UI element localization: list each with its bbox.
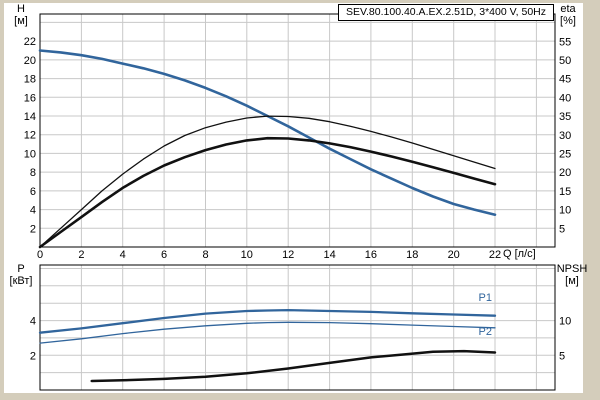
x-axis-tick-label: 18 xyxy=(406,249,418,261)
right-axis-tick-label: 55 xyxy=(559,36,571,48)
power-npsh-plot-border xyxy=(39,264,556,391)
x-axis-tick-label: 0 xyxy=(37,249,43,261)
x-axis-tick-label: 16 xyxy=(365,249,377,261)
power-axis-unit-label: P [кВт] xyxy=(4,263,38,287)
x-axis-tick-label: 6 xyxy=(161,249,167,261)
h-axis-unit-label: H [м] xyxy=(6,3,36,27)
x-axis-tick-label: 4 xyxy=(120,249,126,261)
left-axis-tick-label: 18 xyxy=(24,74,36,86)
left-axis-tick-label: 2 xyxy=(30,350,36,362)
left-axis-tick-label: 20 xyxy=(24,55,36,67)
left-axis-tick-label: 4 xyxy=(30,205,36,217)
eta-axis-unit-label: eta [%] xyxy=(552,3,584,27)
npsh-axis-unit: [м] xyxy=(565,275,579,287)
left-axis-tick-label: 10 xyxy=(24,148,36,160)
npsh-axis-unit-label: NPSH [м] xyxy=(550,263,594,287)
left-axis-tick-label: 22 xyxy=(24,36,36,48)
left-axis-tick-label: 16 xyxy=(24,92,36,104)
curve-label-P2: P2 xyxy=(479,326,492,338)
eta-axis-unit: [%] xyxy=(560,15,576,27)
x-axis-tick-label: 12 xyxy=(282,249,294,261)
left-axis-tick-label: 2 xyxy=(30,223,36,235)
q-axis-label: Q [л/с] xyxy=(503,248,536,260)
x-axis-tick-label: 14 xyxy=(323,249,335,261)
curve-eta-thick xyxy=(38,136,497,249)
left-axis-tick-label: 12 xyxy=(24,130,36,142)
left-axis-tick-label: 14 xyxy=(24,111,36,123)
right-axis-tick-label: 10 xyxy=(559,205,571,217)
left-axis-tick-label: 6 xyxy=(30,186,36,198)
right-axis-tick-label: 15 xyxy=(559,186,571,198)
right-axis-tick-label: 5 xyxy=(559,350,565,362)
left-axis-tick-label: 4 xyxy=(30,316,36,328)
h-axis-unit: [м] xyxy=(14,15,28,27)
x-axis-tick-label: 2 xyxy=(78,249,84,261)
x-axis-tick-label: 10 xyxy=(241,249,253,261)
pump-model-title: SEV.80.100.40.A.EX.2.51D, 3*400 V, 50Hz xyxy=(338,4,554,21)
right-axis-tick-label: 45 xyxy=(559,74,571,86)
right-axis-tick-label: 35 xyxy=(559,111,571,123)
power-axis-unit: [кВт] xyxy=(9,275,33,287)
right-axis-tick-label: 10 xyxy=(559,316,571,328)
x-axis-tick-label: 8 xyxy=(202,249,208,261)
npsh-axis-symbol: NPSH xyxy=(556,263,588,275)
h-axis-symbol: H xyxy=(17,3,25,15)
eta-axis-symbol: eta xyxy=(560,3,576,15)
right-axis-tick-label: 25 xyxy=(559,149,571,161)
x-axis-tick-label: 20 xyxy=(448,249,460,261)
right-axis-tick-label: 20 xyxy=(559,167,571,179)
curve-P2 xyxy=(39,321,496,344)
curve-NPSH xyxy=(90,349,497,383)
x-axis-tick-label: 22 xyxy=(489,249,501,261)
curve-label-P1: P1 xyxy=(479,292,492,304)
right-axis-tick-label: 50 xyxy=(559,55,571,67)
right-axis-tick-label: 5 xyxy=(559,223,565,235)
curve-eta-thin xyxy=(39,115,496,248)
power-axis-symbol: P xyxy=(17,263,25,275)
head-efficiency-plot-border xyxy=(39,13,556,248)
curve-P1 xyxy=(38,308,497,334)
right-axis-tick-label: 30 xyxy=(559,130,571,142)
left-axis-tick-label: 8 xyxy=(30,167,36,179)
right-axis-tick-label: 40 xyxy=(559,92,571,104)
